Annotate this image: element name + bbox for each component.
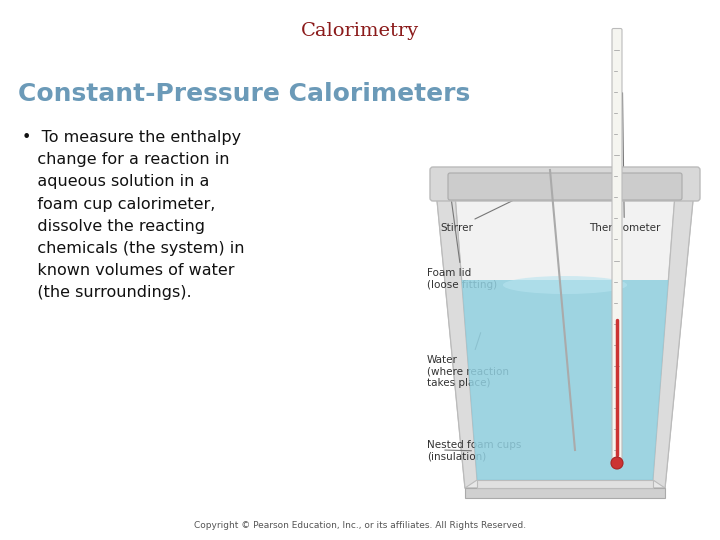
Text: Calorimetry: Calorimetry (301, 22, 419, 40)
FancyBboxPatch shape (430, 167, 700, 201)
Text: Water
(where reaction
takes place): Water (where reaction takes place) (427, 333, 509, 388)
Text: •  To measure the enthalpy
   change for a reaction in
   aqueous solution in a
: • To measure the enthalpy change for a r… (22, 130, 245, 300)
FancyBboxPatch shape (448, 173, 682, 200)
Polygon shape (455, 195, 675, 480)
FancyBboxPatch shape (612, 29, 622, 462)
Circle shape (611, 457, 623, 469)
Text: Nested foam cups
(insulation): Nested foam cups (insulation) (427, 440, 521, 462)
Text: Foam lid
(loose fitting): Foam lid (loose fitting) (427, 193, 497, 289)
Text: Stirrer: Stirrer (440, 181, 552, 233)
Bar (477, 480, 653, 488)
Polygon shape (437, 200, 693, 488)
Polygon shape (462, 280, 668, 480)
Polygon shape (653, 195, 693, 488)
Polygon shape (437, 195, 477, 488)
Ellipse shape (503, 276, 627, 294)
Text: Thermometer: Thermometer (589, 93, 660, 233)
Text: Constant-Pressure Calorimeters: Constant-Pressure Calorimeters (18, 82, 470, 106)
Text: Copyright © Pearson Education, Inc., or its affiliates. All Rights Reserved.: Copyright © Pearson Education, Inc., or … (194, 521, 526, 530)
Bar (465, 488, 665, 498)
